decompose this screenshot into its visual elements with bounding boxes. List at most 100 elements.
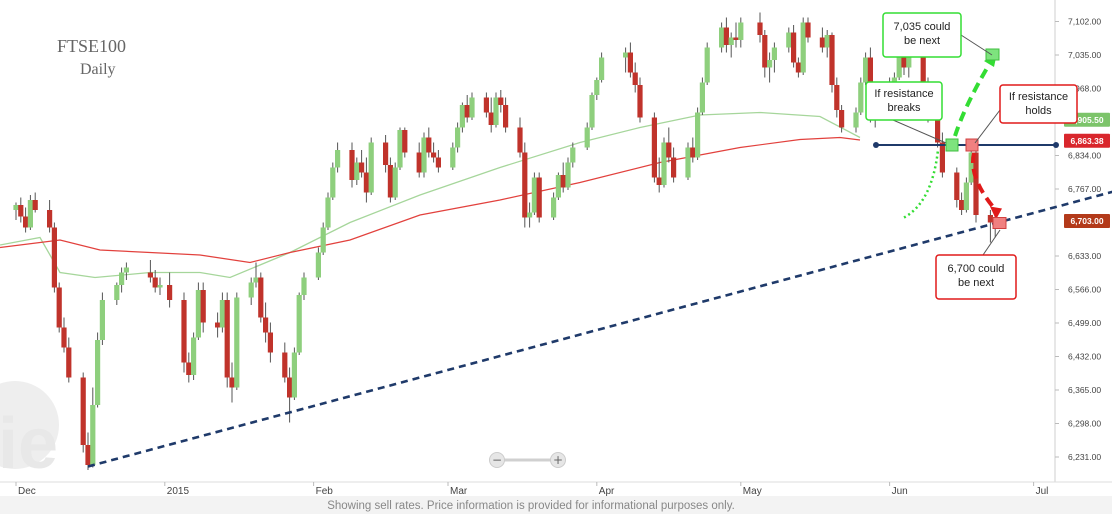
candle	[23, 207, 29, 233]
candle	[18, 197, 24, 223]
candle-body	[287, 377, 293, 398]
candle-body	[23, 216, 29, 228]
candle	[671, 147, 677, 183]
candle-body	[330, 167, 336, 198]
candle	[354, 157, 360, 185]
candle	[723, 17, 729, 53]
candle	[387, 157, 393, 203]
candle	[733, 22, 739, 48]
candle	[555, 172, 561, 200]
candle	[167, 272, 173, 308]
candle	[570, 142, 576, 168]
candle-body	[469, 97, 475, 118]
candle	[147, 260, 153, 283]
candle	[488, 97, 494, 133]
candle-body	[263, 317, 269, 333]
candle	[963, 177, 969, 213]
zoom-in-button[interactable]: +	[550, 452, 566, 468]
candle-body	[99, 300, 105, 340]
candle-body	[464, 105, 470, 118]
zoom-out-icon: −	[492, 453, 502, 467]
candle	[690, 137, 696, 163]
candle	[834, 77, 840, 118]
candle-body	[963, 182, 969, 210]
candle-body	[219, 300, 225, 328]
candle-body	[503, 105, 509, 128]
candle	[551, 192, 557, 220]
candle-body	[56, 287, 62, 328]
candle-body	[695, 112, 701, 158]
price-badge-box	[1064, 133, 1110, 148]
price-badge-label: 6,905.50	[1070, 115, 1103, 125]
callout-leader	[982, 229, 1001, 256]
chart-title: FTSE100	[57, 36, 126, 56]
candle-body	[968, 152, 974, 183]
candle-body	[85, 445, 91, 465]
y-tick-label: 6,432.00	[1068, 352, 1101, 362]
y-tick-label: 6,968.00	[1068, 84, 1101, 94]
callout-line: If resistance	[1009, 91, 1068, 103]
candle	[152, 270, 158, 293]
candle-body	[315, 252, 321, 278]
candle	[493, 92, 499, 128]
zoom-out-button[interactable]: −	[489, 452, 505, 468]
candle-body	[800, 22, 806, 73]
callout-line: breaks	[887, 102, 921, 114]
y-axis-ticks: 7,102.00 7,035.00 6,968.00 6,834.00 6,767.00…	[1055, 17, 1101, 462]
candle	[522, 142, 528, 228]
candle	[824, 30, 830, 58]
candle	[267, 322, 273, 363]
callout-text: If resistance breaks	[874, 88, 933, 114]
zoom-control: − +	[489, 452, 566, 468]
candle-body	[656, 177, 662, 185]
candle	[704, 42, 710, 85]
y-tick-label: 7,102.00	[1068, 17, 1101, 27]
candle	[359, 150, 365, 178]
candle-body	[939, 142, 945, 173]
candle-body	[387, 165, 393, 198]
candle-body	[123, 267, 129, 273]
candle-body	[200, 290, 206, 323]
candle	[656, 157, 662, 193]
candle-body	[829, 35, 835, 85]
price-badge-box	[1064, 214, 1110, 228]
y-tick-label: 6,566.00	[1068, 285, 1101, 295]
candle-body	[195, 290, 201, 338]
candle	[738, 17, 744, 48]
candle	[291, 347, 297, 400]
candle	[397, 127, 403, 170]
candles	[13, 12, 998, 470]
candle	[498, 90, 504, 113]
candle	[320, 222, 326, 255]
candle	[651, 112, 657, 183]
candle-body	[426, 137, 432, 153]
candle	[455, 122, 461, 153]
candle-body	[291, 352, 297, 398]
candle-body	[431, 152, 437, 158]
svg-text:ie: ie	[0, 404, 58, 484]
candle	[623, 47, 629, 73]
candle-body	[853, 112, 859, 128]
candle-body	[325, 197, 331, 228]
callout-frame	[999, 84, 1078, 124]
candle-body	[863, 57, 869, 83]
candle-body	[901, 52, 907, 68]
price-badges: 6,905.50 6,863.38 6,703.00	[1064, 112, 1110, 228]
candle-body	[896, 52, 902, 78]
callout-frame	[882, 12, 962, 58]
candle	[483, 92, 489, 118]
candle-body	[906, 52, 912, 68]
candle-body	[839, 110, 845, 128]
candle-body	[435, 157, 441, 168]
candle	[51, 222, 57, 293]
candle	[99, 292, 105, 345]
candle-body	[181, 300, 187, 363]
bear-hold-marker	[965, 138, 979, 152]
candle-body	[551, 197, 557, 218]
price-badge-label: 6,863.38	[1070, 136, 1103, 146]
candle-body	[191, 337, 197, 375]
candle	[85, 432, 91, 470]
candle	[47, 200, 53, 233]
